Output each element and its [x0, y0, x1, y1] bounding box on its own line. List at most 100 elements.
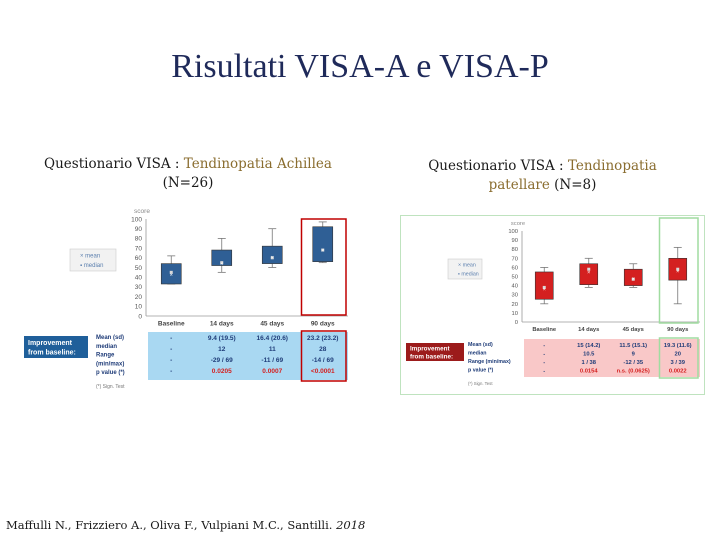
highlight-90-days — [300, 218, 347, 316]
box-iqr — [312, 226, 334, 262]
improvement-label-box — [24, 336, 88, 358]
median-marker — [270, 256, 274, 260]
visa-p-figure: score 0 10 20 30 40 50 60 70 80 90 100 × mean ▪ media… — [400, 215, 705, 395]
left-heading: Questionario VISA : Tendinopatia Achille… — [18, 155, 358, 193]
y-axis-label: score — [511, 221, 525, 227]
table-cell: 12 — [218, 346, 226, 353]
y-tick-label: 100 — [508, 229, 518, 235]
table-cell: -29 / 69 — [211, 357, 233, 364]
x-category-label: Baseline — [532, 327, 557, 333]
table-row-label: median — [468, 351, 487, 357]
table-cell: 1 / 38 — [581, 360, 596, 366]
highlight-90-days-table — [658, 337, 699, 379]
right-heading-n: (N=8) — [549, 177, 597, 193]
left-heading-text: Questionario VISA : — [44, 156, 184, 172]
table-cell: 9.4 (19.5) — [208, 335, 236, 342]
improvement-label-1: Improvement — [410, 346, 450, 353]
y-tick-label: 60 — [512, 265, 518, 271]
mean-marker: × — [543, 287, 546, 293]
box-iqr — [211, 249, 233, 266]
y-tick-label: 10 — [135, 304, 143, 311]
right-heading-topic: Tendinopatia — [567, 158, 657, 174]
y-tick-label: 30 — [512, 293, 518, 299]
table-row-label: p value (*) — [468, 368, 494, 374]
y-tick-label: 90 — [135, 226, 143, 233]
mean-marker: × — [321, 248, 324, 254]
table-cell: 10.5 — [583, 352, 595, 358]
median-marker — [542, 285, 546, 289]
y-tick-label: 50 — [135, 265, 143, 272]
right-heading-topic2: patellare — [488, 177, 550, 193]
citation-authors: Maffulli N., Frizziero A., Oliva F., Vul… — [6, 518, 337, 532]
mean-marker: × — [220, 262, 223, 268]
median-marker — [169, 270, 173, 274]
y-tick-label: 0 — [515, 320, 518, 326]
table-row-label: median — [96, 344, 117, 350]
table-cell: 11.5 (15.1) — [619, 343, 647, 349]
table-cell: 23.2 (23.2) — [307, 335, 338, 342]
box-iqr — [579, 263, 599, 285]
y-tick-label: 20 — [512, 302, 518, 308]
y-tick-label: 40 — [512, 284, 518, 290]
table-cell: 0.0022 — [669, 369, 687, 375]
median-marker — [676, 267, 680, 271]
legend-mean: × mean — [80, 253, 100, 259]
table-cell: 0.0154 — [580, 369, 599, 375]
table-cell: -14 / 69 — [312, 357, 334, 364]
left-heading-n: (N=26) — [162, 175, 214, 191]
y-tick-label: 90 — [512, 238, 518, 244]
table-cell: <0.0001 — [311, 368, 335, 375]
table-cell: n.s. (0.0625) — [617, 369, 650, 375]
table-cell: - — [543, 343, 545, 349]
table-cell: 19.3 (11.6) — [664, 343, 692, 349]
table-row-label: p value (*) — [96, 370, 125, 376]
mean-marker: × — [587, 270, 590, 276]
improvement-label-1: Improvement — [28, 340, 73, 347]
x-category-label: 45 days — [260, 321, 284, 328]
table-row-label: Mean (sd) — [96, 335, 124, 341]
median-marker — [587, 267, 591, 271]
table-cell: - — [170, 335, 172, 342]
table-cell: - — [543, 352, 545, 358]
highlight-90-days — [658, 217, 699, 324]
table-row-label: (min/max) — [96, 361, 124, 367]
table-cell: - — [543, 360, 545, 366]
y-tick-label: 50 — [512, 275, 518, 281]
citation-year: 2018 — [336, 518, 366, 532]
highlight-90-days-table — [300, 330, 347, 382]
median-marker — [631, 277, 635, 281]
legend-median: ▪ median — [458, 271, 479, 277]
legend-box — [69, 248, 117, 272]
mean-marker: × — [170, 272, 173, 278]
median-marker — [321, 248, 325, 252]
box-iqr — [534, 271, 554, 300]
y-tick-label: 20 — [135, 294, 143, 301]
box-iqr — [261, 245, 283, 264]
x-category-label: 90 days — [667, 327, 688, 333]
table-cell: 9 — [632, 352, 636, 358]
y-tick-label: 60 — [135, 255, 143, 262]
y-tick-label: 40 — [135, 274, 143, 281]
y-tick-label: 0 — [138, 313, 142, 320]
table-row-label: Range (min/max) — [468, 359, 511, 365]
table-body — [148, 332, 348, 380]
y-tick-label: 30 — [135, 284, 143, 291]
table-footnote: (*) Sign. Test — [468, 381, 493, 386]
table-cell: - — [543, 369, 545, 375]
figure-frame — [400, 215, 705, 395]
table-cell: 0.0007 — [262, 368, 282, 375]
x-category-label: Baseline — [158, 321, 185, 328]
y-tick-label: 80 — [135, 236, 143, 243]
mean-marker: × — [676, 269, 679, 275]
improvement-label-box — [406, 343, 464, 361]
table-cell: 11 — [269, 346, 276, 353]
y-tick-label: 100 — [131, 216, 142, 223]
mean-marker: × — [632, 276, 635, 282]
y-axis-label: score — [134, 208, 150, 215]
box-iqr — [623, 268, 643, 286]
table-cell: 3 / 39 — [670, 360, 685, 366]
visa-a-figure: score 0 10 20 30 40 50 60 70 80 90 100 × mean ▪ media… — [24, 208, 348, 390]
table-cell: -11 / 69 — [261, 357, 283, 364]
x-category-label: 14 days — [578, 327, 599, 333]
table-cell: 28 — [319, 346, 327, 353]
